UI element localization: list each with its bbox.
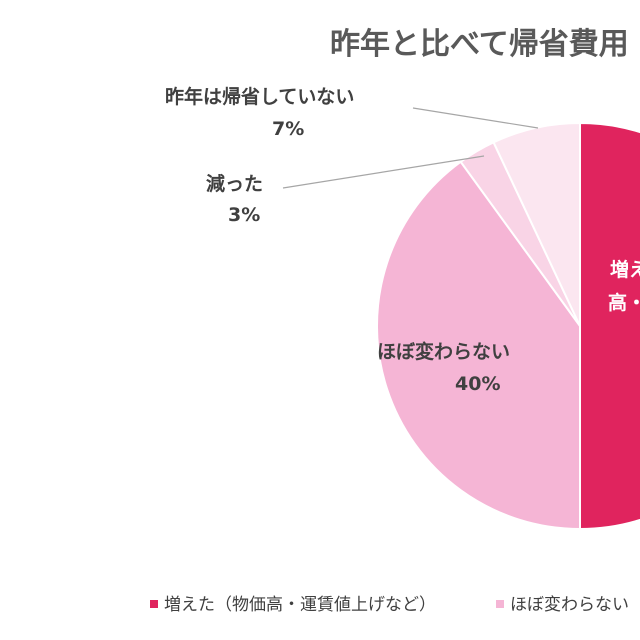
label-increased-line2: 高・ — [608, 291, 640, 314]
leader-line-decreased — [282, 155, 485, 189]
value-unchanged: 40% — [455, 373, 500, 395]
pie-slices — [376, 121, 640, 531]
value-decreased: 3% — [228, 204, 260, 226]
pie-slice-unchanged — [376, 160, 581, 531]
label-decreased: 減った — [206, 172, 263, 195]
legend-swatch-unchanged — [496, 600, 504, 608]
value-not-returned: 7% — [272, 118, 304, 140]
label-not-returned: 昨年は帰省していない — [165, 85, 354, 108]
leader-line-not-returned — [412, 107, 539, 129]
pie-slice-increased — [579, 121, 640, 531]
legend-label-increased: 増えた（物価高・運賃値上げなど） — [164, 595, 436, 615]
legend-swatch-increased — [150, 600, 158, 608]
legend-label-unchanged: ほぼ変わらない — [510, 595, 629, 615]
chart-title: 昨年と比べて帰省費用 — [330, 27, 629, 62]
label-increased-line1: 増え — [610, 258, 640, 281]
label-unchanged: ほぼ変わらない — [377, 340, 510, 363]
